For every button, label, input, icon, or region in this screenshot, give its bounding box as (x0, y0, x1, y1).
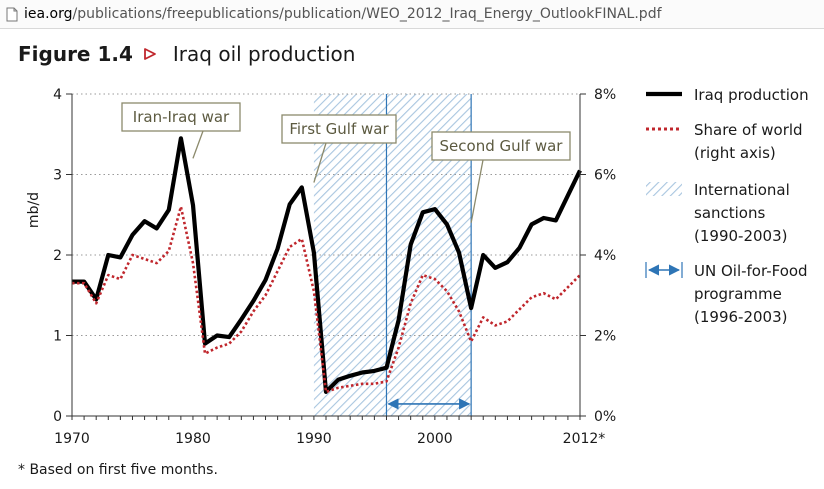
triangle-right-icon (144, 48, 156, 60)
x-tick-label: 2012* (563, 431, 606, 447)
share-of-world-line (72, 205, 581, 394)
y-tick-label-left: 0 (53, 409, 62, 425)
figure-title: Iraq oil production (172, 42, 356, 66)
callout-label: Second Gulf war (440, 137, 564, 155)
callout-leader (470, 159, 484, 223)
url-path: /publications/freepublications/publicati… (72, 6, 662, 22)
legend-label: programme (694, 285, 782, 303)
legend-label: (1990-2003) (694, 227, 787, 245)
y-tick-label-left: 2 (53, 248, 62, 264)
document-icon (6, 7, 18, 21)
url-text[interactable]: iea.org/publications/freepublications/pu… (24, 6, 662, 22)
figure-footnote: * Based on first five months. (18, 462, 218, 478)
legend-label: Iraq production (694, 86, 809, 104)
address-bar[interactable]: iea.org/publications/freepublications/pu… (0, 0, 824, 29)
y-tick-label-right: 2% (594, 329, 616, 345)
y-axis-label: mb/d (26, 192, 42, 228)
callout-leader (192, 130, 204, 159)
callout-label: Iran-Iraq war (133, 108, 230, 126)
y-tick-label-right: 6% (594, 168, 616, 184)
figure-header: Figure 1.4 Iraq oil production (18, 42, 355, 66)
y-tick-label-right: 8% (594, 87, 616, 103)
callout-box (431, 131, 571, 161)
y-tick-label-right: 0% (594, 409, 616, 425)
y-tick-label-left: 4 (53, 87, 62, 103)
y-tick-label-left: 3 (53, 168, 62, 184)
iraq-production-line (72, 136, 582, 394)
callout-leader (313, 142, 327, 183)
x-tick-label: 1980 (175, 431, 211, 447)
x-tick-label: 1970 (54, 431, 90, 447)
legend-label: (right axis) (694, 144, 776, 162)
legend-label: UN Oil-for-Food (694, 262, 808, 280)
url-domain: iea.org (24, 6, 73, 22)
x-tick-label: 2000 (417, 431, 453, 447)
figure-number: Figure 1.4 (18, 42, 133, 66)
legend-label: sanctions (694, 204, 765, 222)
callout-box (281, 114, 397, 144)
legend-label: (1996-2003) (694, 308, 787, 326)
y-tick-label-left: 1 (53, 329, 62, 345)
y-tick-label-right: 4% (594, 248, 616, 264)
legend-label: Share of world (694, 121, 803, 139)
legend-swatch-hatch (646, 182, 682, 196)
callout-label: First Gulf war (289, 120, 389, 138)
x-tick-label: 1990 (296, 431, 332, 447)
callout-box (121, 102, 241, 132)
legend-label: International (694, 181, 790, 199)
